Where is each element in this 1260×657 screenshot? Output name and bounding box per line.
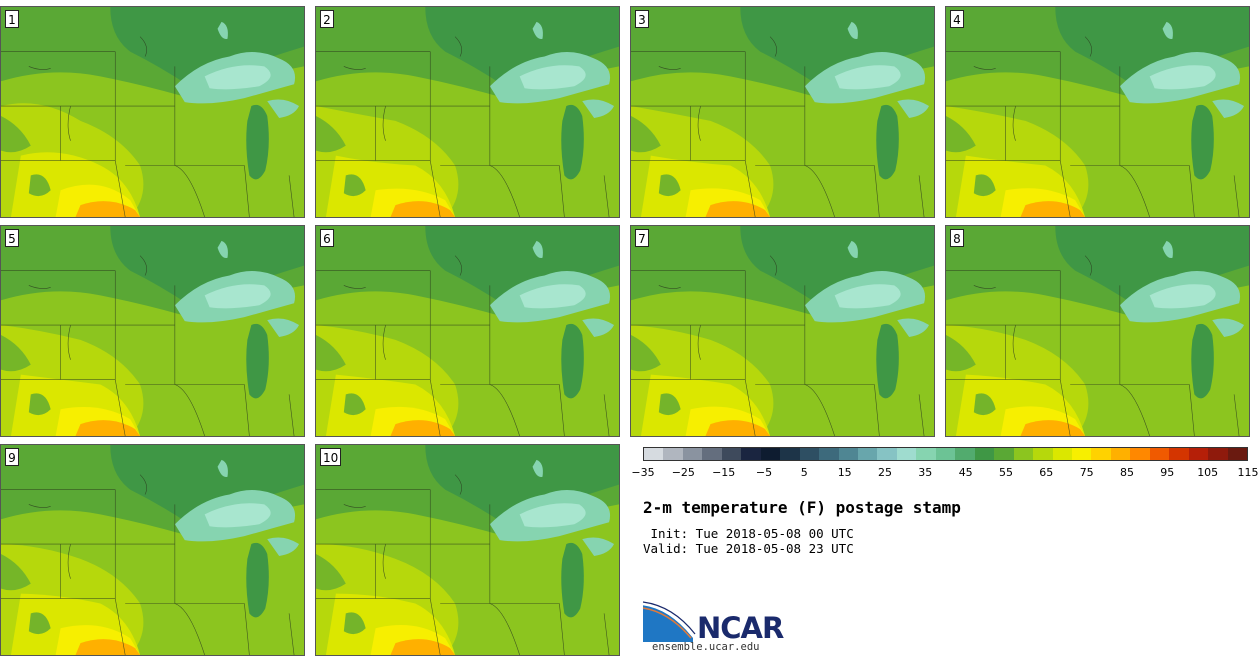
- member-number-label: 8: [950, 229, 964, 247]
- temperature-field: [946, 7, 1249, 217]
- colorbar-segment: [838, 448, 858, 460]
- member-number-label: 9: [5, 448, 19, 466]
- colorbar-tick-labels: −35 −25 −15 −5 5 15 25 35 45 55 65 75 85 95 105 115: [631, 466, 1258, 482]
- colorbar-segment: [819, 448, 839, 460]
- member-number-label: 7: [635, 229, 649, 247]
- colorbar-segment: [1188, 448, 1209, 460]
- ensemble-member-map-8: 8: [945, 225, 1250, 437]
- temperature-field: [316, 226, 619, 436]
- ncar-url: ensemble.ucar.edu: [652, 641, 760, 653]
- colorbar-segment: [974, 448, 995, 460]
- member-number-label: 6: [320, 229, 334, 247]
- colorbar-segment: [916, 448, 936, 460]
- colorbar-tick: −25: [671, 466, 695, 479]
- colorbar-segment: [1149, 448, 1170, 460]
- colorbar-tick: 65: [1039, 466, 1054, 479]
- ensemble-member-map-6: 6: [315, 225, 620, 437]
- colorbar-segment: [877, 448, 897, 460]
- colorbar-segment: [1052, 448, 1072, 460]
- colorbar-tick: 55: [999, 466, 1013, 479]
- colorbar-tick: 15: [837, 466, 852, 479]
- colorbar-segment: [994, 448, 1014, 460]
- colorbar-segment: [682, 448, 703, 460]
- temperature-field: [1, 7, 304, 217]
- colorbar-tick: 75: [1079, 466, 1094, 479]
- ensemble-member-map-10: 10: [315, 444, 620, 656]
- colorbar-segment: [1013, 448, 1034, 460]
- colorbar-tick: 95: [1160, 466, 1175, 479]
- member-number-label: 4: [950, 10, 964, 28]
- colorbar-tick: 45: [958, 466, 973, 479]
- colorbar-segment: [1208, 448, 1228, 460]
- colorbar-segment: [1091, 448, 1111, 460]
- colorbar-tick: 115: [1237, 466, 1259, 479]
- init-time: Init: Tue 2018-05-08 00 UTC: [643, 526, 854, 541]
- ensemble-member-map-5: 5: [0, 225, 305, 437]
- colorbar-segment: [780, 448, 800, 460]
- colorbar-tick: −15: [712, 466, 736, 479]
- colorbar-segment: [1110, 448, 1131, 460]
- ensemble-member-map-1: 1: [0, 6, 305, 218]
- temperature-colorbar: [643, 447, 1248, 461]
- colorbar-segment: [663, 448, 683, 460]
- temperature-field: [946, 226, 1249, 436]
- member-number-label: 10: [320, 448, 342, 466]
- colorbar-segment: [644, 448, 664, 460]
- colorbar-segment: [702, 448, 722, 460]
- colorbar-segment: [857, 448, 878, 460]
- colorbar-segment: [935, 448, 956, 460]
- colorbar-tick: −5: [755, 466, 773, 479]
- colorbar-tick: −35: [631, 466, 655, 479]
- ensemble-member-map-2: 2: [315, 6, 620, 218]
- colorbar-tick: 5: [800, 466, 808, 479]
- colorbar-segment: [741, 448, 761, 460]
- member-number-label: 3: [635, 10, 649, 28]
- colorbar-segment: [1227, 448, 1248, 460]
- colorbar-segment: [799, 448, 820, 460]
- temperature-field: [316, 445, 619, 655]
- temperature-field: [631, 7, 934, 217]
- colorbar-tick: 85: [1120, 466, 1134, 479]
- colorbar-segment: [1169, 448, 1189, 460]
- ensemble-member-map-4: 4: [945, 6, 1250, 218]
- temperature-field: [1, 226, 304, 436]
- ensemble-member-map-9: 9: [0, 444, 305, 656]
- colorbar-segment: [760, 448, 781, 460]
- colorbar-segment: [1130, 448, 1150, 460]
- valid-time: Valid: Tue 2018-05-08 23 UTC: [643, 541, 854, 556]
- colorbar-segment: [1071, 448, 1092, 460]
- plot-title: 2-m temperature (F) postage stamp: [643, 498, 961, 517]
- member-number-label: 1: [5, 10, 19, 28]
- member-number-label: 5: [5, 229, 19, 247]
- temperature-field: [1, 445, 304, 655]
- colorbar-tick: 105: [1197, 466, 1219, 479]
- colorbar-segment: [896, 448, 917, 460]
- ncar-logo-text: NCAR: [697, 611, 784, 645]
- colorbar-tick: 25: [878, 466, 892, 479]
- colorbar-segment: [721, 448, 742, 460]
- colorbar-segment: [1033, 448, 1053, 460]
- ncar-logo-icon: [642, 601, 696, 642]
- colorbar-segment: [955, 448, 975, 460]
- colorbar-tick: 35: [918, 466, 933, 479]
- temperature-field: [631, 226, 934, 436]
- ensemble-member-map-7: 7: [630, 225, 935, 437]
- temperature-field: [316, 7, 619, 217]
- member-number-label: 2: [320, 10, 334, 28]
- ensemble-member-map-3: 3: [630, 6, 935, 218]
